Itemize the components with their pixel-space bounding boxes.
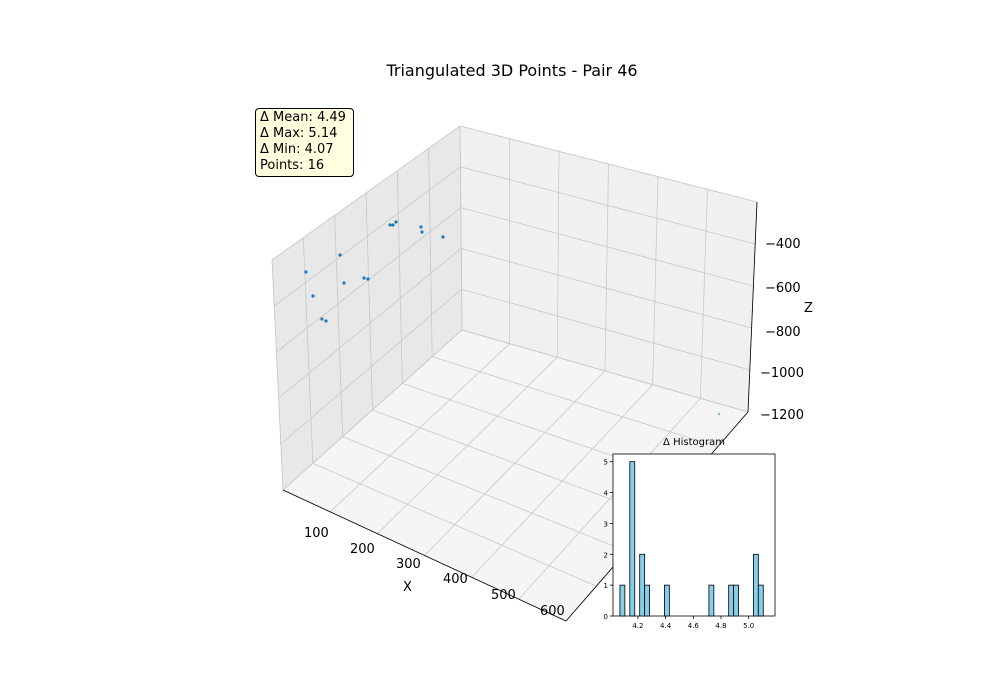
scatter-point [420, 230, 424, 234]
stat-max: Δ Max: 5.14 [260, 126, 338, 141]
x-tick-label: 200 [350, 542, 375, 557]
grid-lines [271, 125, 758, 622]
x-tick-label: 500 [491, 588, 516, 603]
histogram-bar [619, 584, 626, 617]
z-tick-label: −1000 [760, 366, 804, 381]
histogram-y-tick: 1 [604, 582, 608, 590]
scatter-point [320, 317, 324, 321]
x-axis: 100 200 300 400 500 600 X [304, 526, 565, 619]
scatter-points [304, 220, 721, 416]
scatter-point [394, 220, 398, 224]
scatter-point [311, 294, 315, 298]
histogram-frame [612, 453, 776, 617]
chart-title: Triangulated 3D Points - Pair 46 [385, 61, 637, 80]
scatter-point [717, 412, 721, 416]
scatter-point [391, 223, 395, 227]
histogram-bar [664, 584, 670, 617]
z-tick-label: −600 [765, 281, 801, 296]
x-tick-label: 300 [396, 557, 421, 572]
stat-min: Δ Min: 4.07 [260, 142, 334, 157]
z-tick-label: −1200 [760, 408, 804, 423]
histogram-y-tick: 3 [604, 520, 608, 528]
stat-mean: Δ Mean: 4.49 [260, 110, 346, 125]
stats-box: Δ Mean: 4.49 Δ Max: 5.14 Δ Min: 4.07 Poi… [255, 108, 354, 177]
histogram-x-tick: 4.2 [632, 622, 643, 630]
histogram-y-tick: 0 [604, 613, 608, 621]
x-axis-label: X [403, 580, 412, 595]
histogram-bar [728, 584, 735, 617]
z-tick-label: −800 [765, 325, 801, 340]
histogram-y-tick: 4 [604, 490, 609, 498]
scatter-point [388, 223, 392, 227]
scatter-point [366, 277, 370, 281]
z-axis: −400 −600 −800 −1000 −1200 Z [760, 237, 813, 423]
histogram-bar [639, 553, 646, 617]
histogram-bar [708, 584, 715, 617]
histogram-bars [619, 461, 764, 617]
scatter-point [362, 276, 366, 280]
x-tick-label: 400 [443, 572, 468, 587]
axes-3d: −400 −600 −800 −1000 −1200 Z 100 200 300… [271, 125, 813, 622]
histogram-bar [733, 584, 739, 617]
histogram-inset: Δ Histogram 0 1 2 3 4 5 4.2 4.4 4.6 4.8 5.0 [604, 437, 776, 630]
histogram-ticks: 0 1 2 3 4 5 4.2 4.4 4.6 4.8 5.0 [604, 459, 755, 630]
histogram-bar [644, 584, 650, 617]
scatter-point [338, 253, 342, 257]
histogram-bar [752, 553, 759, 617]
histogram-title: Δ Histogram [663, 437, 725, 448]
scatter-point [324, 319, 328, 323]
histogram-x-tick: 4.8 [715, 622, 726, 630]
scatter-point [441, 235, 445, 239]
scatter-point [304, 270, 308, 274]
z-axis-label: Z [804, 301, 813, 316]
scatter-point [342, 281, 346, 285]
histogram-bar [629, 461, 636, 617]
histogram-x-tick: 4.6 [688, 622, 700, 630]
scatter-point [419, 225, 423, 229]
histogram-x-tick: 5.0 [743, 622, 754, 630]
histogram-x-tick: 4.4 [660, 622, 672, 630]
stat-points: Points: 16 [260, 158, 325, 173]
x-tick-label: 100 [304, 526, 329, 541]
histogram-y-tick: 5 [604, 459, 608, 467]
histogram-y-tick: 2 [604, 551, 608, 559]
histogram-bar [757, 584, 764, 617]
z-tick-label: −400 [765, 237, 801, 252]
x-tick-label: 600 [540, 604, 565, 619]
